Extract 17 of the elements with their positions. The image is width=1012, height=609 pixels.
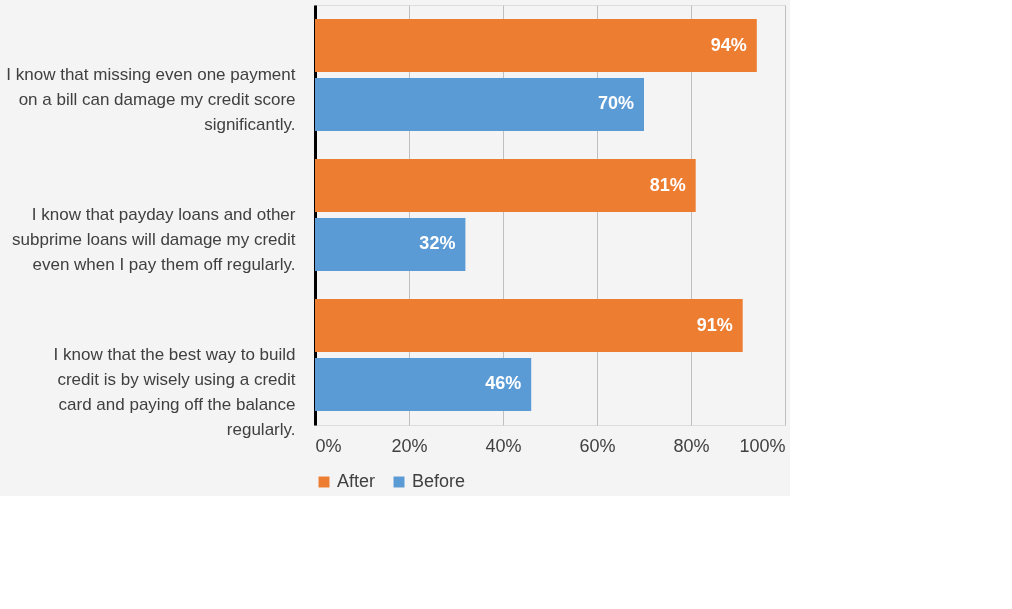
x-tick-label: 0%	[315, 435, 342, 456]
y-tick-label: I know that missing even one payment on a bill can damage my credit score significantly.	[6, 65, 296, 134]
x-tick-label: 60%	[579, 435, 616, 456]
y-tick-label: I know that payday loans and other subprime loans will damage my credit even when I pay them off regularly.	[12, 205, 296, 274]
data-label: 70%	[597, 93, 634, 114]
x-tick-label: 20%	[391, 435, 428, 456]
x-tick-label: 40%	[485, 435, 522, 456]
legend-label: Before	[412, 471, 466, 491]
x-tick-label: 100%	[739, 435, 786, 456]
x-tick-label: 80%	[673, 435, 710, 456]
data-label: 46%	[485, 373, 522, 394]
data-label: 91%	[696, 314, 733, 335]
data-label: 32%	[419, 233, 456, 254]
data-label: 81%	[649, 174, 686, 195]
y-tick-label: I know that the best way to build credit is by wisely using a credit card and paying off the balance regularly.	[53, 345, 296, 439]
data-label: 94%	[710, 34, 747, 55]
legend-label: After	[337, 471, 376, 491]
